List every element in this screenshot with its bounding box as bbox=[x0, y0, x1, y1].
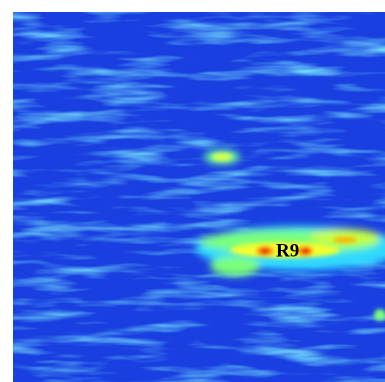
target-label: R9 bbox=[276, 240, 299, 261]
hotspot-core bbox=[212, 153, 385, 321]
heatmap bbox=[13, 12, 385, 382]
heatmap-texture bbox=[13, 12, 385, 382]
